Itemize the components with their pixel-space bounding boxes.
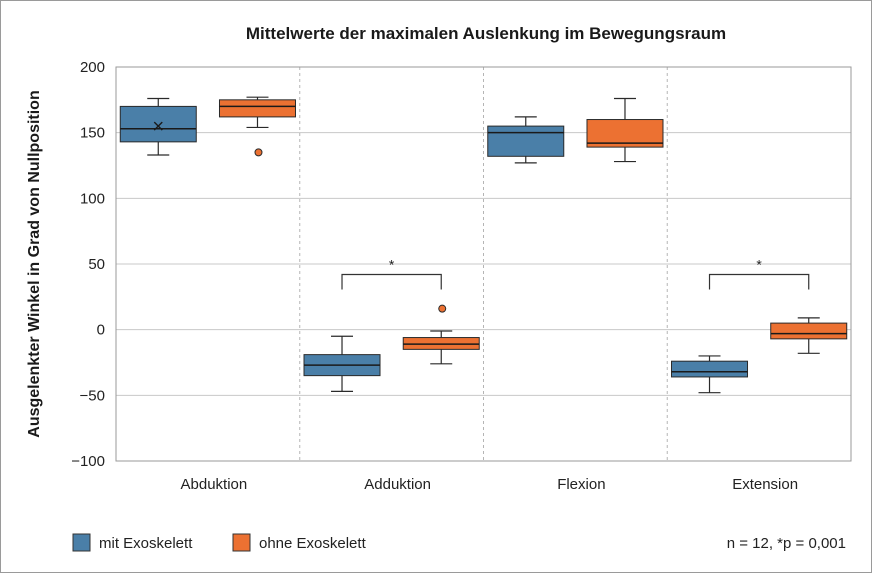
significance-star: * bbox=[389, 257, 395, 273]
box-1-0 bbox=[218, 96, 296, 157]
box-0-1 bbox=[303, 335, 381, 392]
legend-label-ohne-exoskelett: ohne Exoskelett bbox=[259, 535, 367, 552]
box-1-3 bbox=[770, 317, 848, 354]
grid-lines bbox=[116, 66, 851, 462]
x-category-label: Abduktion bbox=[181, 476, 248, 493]
legend-swatch-ohne-exoskelett bbox=[232, 533, 251, 552]
box-1-1 bbox=[402, 304, 480, 365]
y-axis-ticks: 200 150 100 50 0 −50 −100 bbox=[71, 59, 105, 470]
y-tick-label: −50 bbox=[80, 387, 105, 404]
y-tick-label: 200 bbox=[80, 59, 105, 76]
outlier-point bbox=[254, 148, 263, 157]
legend-label-mit-exoskelett: mit Exoskelett bbox=[99, 535, 193, 552]
y-tick-label: 100 bbox=[80, 190, 105, 207]
x-axis-categories: Abduktion Adduktion Flexion Extension bbox=[181, 476, 799, 493]
box-body bbox=[671, 360, 749, 378]
mean-marker bbox=[153, 121, 163, 131]
sample-size-note: n = 12, *p = 0,001 bbox=[727, 535, 846, 552]
box-body bbox=[119, 105, 197, 143]
box-body bbox=[487, 125, 565, 157]
y-tick-label: 50 bbox=[88, 256, 105, 273]
x-category-label: Extension bbox=[732, 476, 798, 493]
legend: mit Exoskelett ohne Exoskelett bbox=[72, 533, 367, 552]
plot-area-frame bbox=[115, 66, 852, 462]
x-category-label: Flexion bbox=[557, 476, 605, 493]
y-tick-label: 150 bbox=[80, 125, 105, 142]
significance-bracket bbox=[341, 273, 442, 290]
y-axis-label: Ausgelenkter Winkel in Grad von Nullposi… bbox=[26, 90, 43, 437]
legend-swatch-mit-exoskelett bbox=[72, 533, 91, 552]
y-tick-label: −100 bbox=[71, 453, 105, 470]
significance-brackets: * * bbox=[341, 257, 810, 290]
box-series bbox=[119, 96, 848, 394]
box-1-2 bbox=[586, 97, 664, 163]
significance-star: * bbox=[756, 257, 762, 273]
box-0-0 bbox=[119, 97, 197, 156]
significance-bracket bbox=[708, 273, 810, 290]
outlier-point bbox=[438, 304, 447, 313]
x-category-label: Adduktion bbox=[364, 476, 431, 493]
box-body bbox=[218, 99, 296, 118]
chart-title: Mittelwerte der maximalen Auslenkung im … bbox=[246, 24, 726, 43]
box-body bbox=[770, 322, 848, 340]
y-tick-label: 0 bbox=[97, 322, 105, 339]
box-0-2 bbox=[487, 116, 565, 164]
box-0-3 bbox=[671, 355, 749, 394]
